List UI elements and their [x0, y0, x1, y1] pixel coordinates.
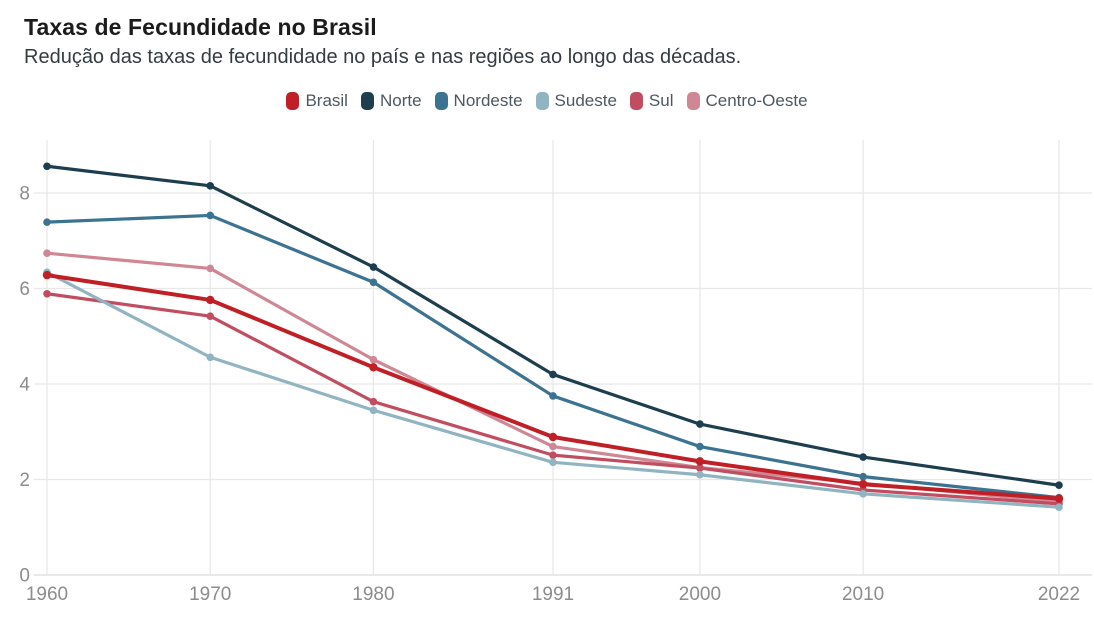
legend-label-centro-oeste: Centro-Oeste [705, 91, 808, 110]
page-title: Taxas de Fecundidade no Brasil [24, 14, 377, 40]
data-point-centro-oeste [206, 264, 215, 273]
data-point-nordeste [859, 472, 867, 481]
data-point-centro-oeste [549, 442, 557, 451]
x-tick-label: 1980 [352, 584, 394, 605]
x-tick-label: 1991 [532, 584, 574, 605]
data-point-sudeste [369, 406, 378, 415]
data-point-centro-oeste [43, 249, 51, 257]
y-tick-label: 0 [19, 566, 30, 587]
y-tick-label: 2 [19, 470, 30, 491]
data-point-norte [549, 370, 557, 379]
legend-item-sudeste: Sudeste [535, 91, 617, 111]
data-point-nordeste [696, 442, 704, 451]
data-point-brasil [548, 432, 558, 442]
data-point-sul [206, 312, 215, 320]
data-point-sul [696, 464, 704, 472]
y-tick-label: 4 [19, 375, 30, 396]
x-tick-label: 1970 [189, 584, 231, 605]
data-point-sul [43, 289, 51, 298]
data-point-norte [369, 263, 378, 271]
legend-label-brasil: Brasil [305, 91, 348, 110]
x-tick-label: 2010 [842, 584, 884, 605]
data-point-brasil [695, 457, 705, 466]
data-point-nordeste [369, 278, 378, 287]
data-point-brasil [1054, 494, 1064, 503]
legend-label-norte: Norte [379, 91, 422, 110]
legend-item-nordeste: Nordeste [434, 91, 523, 111]
data-point-sul [369, 397, 378, 406]
data-point-norte [206, 182, 215, 190]
legend-swatch-sul [629, 92, 643, 110]
data-point-sudeste [206, 353, 215, 362]
data-point-norte [1055, 481, 1063, 490]
y-tick-label: 8 [19, 184, 30, 205]
x-tick-label: 2000 [679, 584, 721, 605]
chart-subtitle: Redução das taxas de fecundidade no país… [24, 46, 742, 68]
legend-label-sudeste: Sudeste [554, 91, 617, 110]
data-point-norte [696, 420, 704, 428]
data-point-sudeste [549, 458, 557, 467]
legend-item-norte: Norte [360, 91, 422, 111]
data-point-sudeste [859, 490, 867, 498]
data-point-brasil [42, 270, 52, 280]
data-point-brasil [206, 295, 215, 305]
x-tick-label: 1960 [26, 584, 68, 605]
legend-swatch-norte [360, 92, 374, 110]
legend-swatch-nordeste [434, 92, 448, 110]
x-tick-label: 2022 [1038, 584, 1080, 605]
chart-legend: Brasil Norte Nordeste Sudeste Sul Centro… [0, 91, 1094, 111]
data-point-norte [43, 162, 51, 171]
data-point-brasil [858, 480, 868, 489]
legend-item-brasil: Brasil [286, 91, 348, 111]
legend-item-sul: Sul [629, 91, 674, 111]
y-tick-label: 6 [19, 279, 30, 300]
legend-item-centro-oeste: Centro-Oeste [686, 91, 808, 111]
data-point-nordeste [549, 392, 557, 400]
data-point-brasil [369, 363, 378, 372]
legend-label-sul: Sul [648, 91, 674, 110]
legend-swatch-sudeste [535, 92, 549, 110]
data-point-nordeste [206, 211, 215, 220]
data-point-sudeste [696, 470, 704, 479]
data-point-sul [549, 451, 557, 459]
legend-label-nordeste: Nordeste [453, 91, 523, 110]
data-point-norte [859, 453, 867, 461]
legend-swatch-brasil [286, 92, 300, 110]
data-point-nordeste [43, 218, 51, 226]
data-point-sudeste [1055, 503, 1063, 511]
legend-swatch-centro-oeste [686, 92, 700, 110]
data-point-centro-oeste [369, 355, 378, 364]
